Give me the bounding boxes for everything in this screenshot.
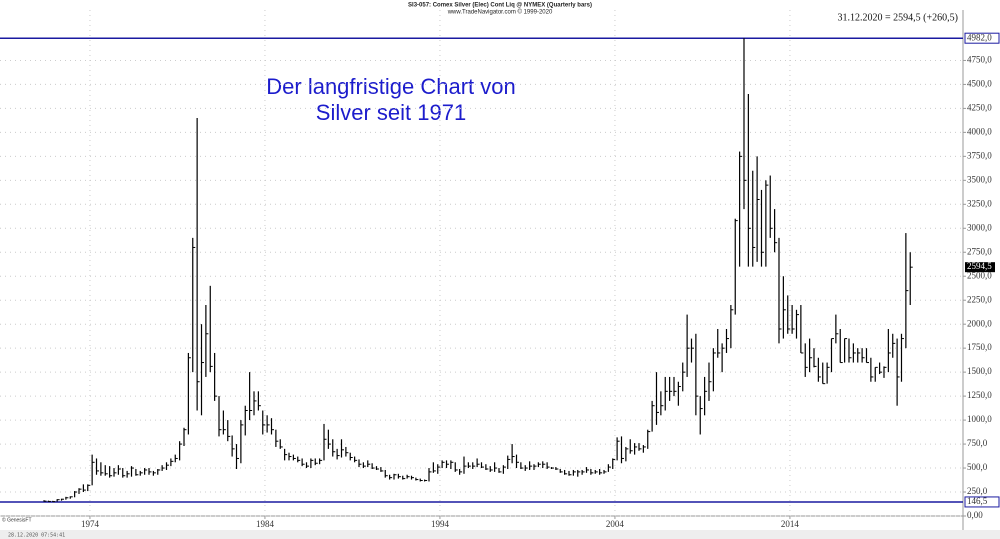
y-tick-label: 1500,0 bbox=[967, 366, 992, 376]
y-tick-label: 1750,0 bbox=[967, 342, 992, 352]
y-tick-label: 250,0 bbox=[967, 486, 988, 496]
source: © GenesisFT bbox=[2, 516, 32, 523]
chart-subtitle: www.TradeNavigator.com © 1999-2020 bbox=[447, 9, 553, 16]
y-tick-label: 2500,0 bbox=[967, 270, 992, 280]
annotation: Der langfristige Chart von bbox=[266, 74, 515, 99]
x-tick-label: 1994 bbox=[431, 519, 450, 529]
y-tick-label: 4000,0 bbox=[967, 126, 992, 136]
timestamp: 28.12.2020 07:54:41 bbox=[8, 533, 65, 539]
x-tick-label: 2004 bbox=[606, 519, 625, 529]
y-tick-label: 3000,0 bbox=[967, 222, 992, 232]
reference-label-box bbox=[964, 496, 1000, 508]
y-tick-label: 4500,0 bbox=[967, 78, 992, 88]
last-price-box bbox=[965, 262, 995, 273]
annotation: Silver seit 1971 bbox=[316, 100, 466, 125]
last-price-label: 2594,5 bbox=[967, 261, 992, 271]
y-tick-label: 3750,0 bbox=[967, 150, 992, 160]
y-tick-label: 2750,0 bbox=[967, 246, 992, 256]
x-tick-label: 1984 bbox=[256, 519, 275, 529]
status-bar bbox=[0, 530, 1000, 539]
x-tick-label: 1974 bbox=[81, 519, 100, 529]
reference-label: 146,5 bbox=[967, 496, 988, 506]
y-tick-label: 2250,0 bbox=[967, 294, 992, 304]
y-tick-label: 1000,0 bbox=[967, 414, 992, 424]
y-tick-label: 750,0 bbox=[967, 438, 988, 448]
y-tick-label: 500,0 bbox=[967, 462, 988, 472]
y-tick-label: 4750,0 bbox=[967, 55, 992, 65]
y-tick-label: 2000,0 bbox=[967, 318, 992, 328]
y-tick-label: 1250,0 bbox=[967, 390, 992, 400]
y-tick-label: 3500,0 bbox=[967, 174, 992, 184]
chart-title: SI3-057: Comex Silver (Elec) Cont Liq @ … bbox=[408, 3, 592, 9]
reference-label-box bbox=[964, 32, 1000, 44]
y-tick-label: 4250,0 bbox=[967, 102, 992, 112]
reference-label: 4982,0 bbox=[967, 32, 992, 42]
last-quote: 31.12.2020 = 2594,5 (+260,5) bbox=[838, 12, 958, 23]
y-tick-label: 0,00 bbox=[967, 510, 983, 520]
y-tick-label: 3250,0 bbox=[967, 198, 992, 208]
x-tick-label: 2014 bbox=[781, 519, 800, 529]
